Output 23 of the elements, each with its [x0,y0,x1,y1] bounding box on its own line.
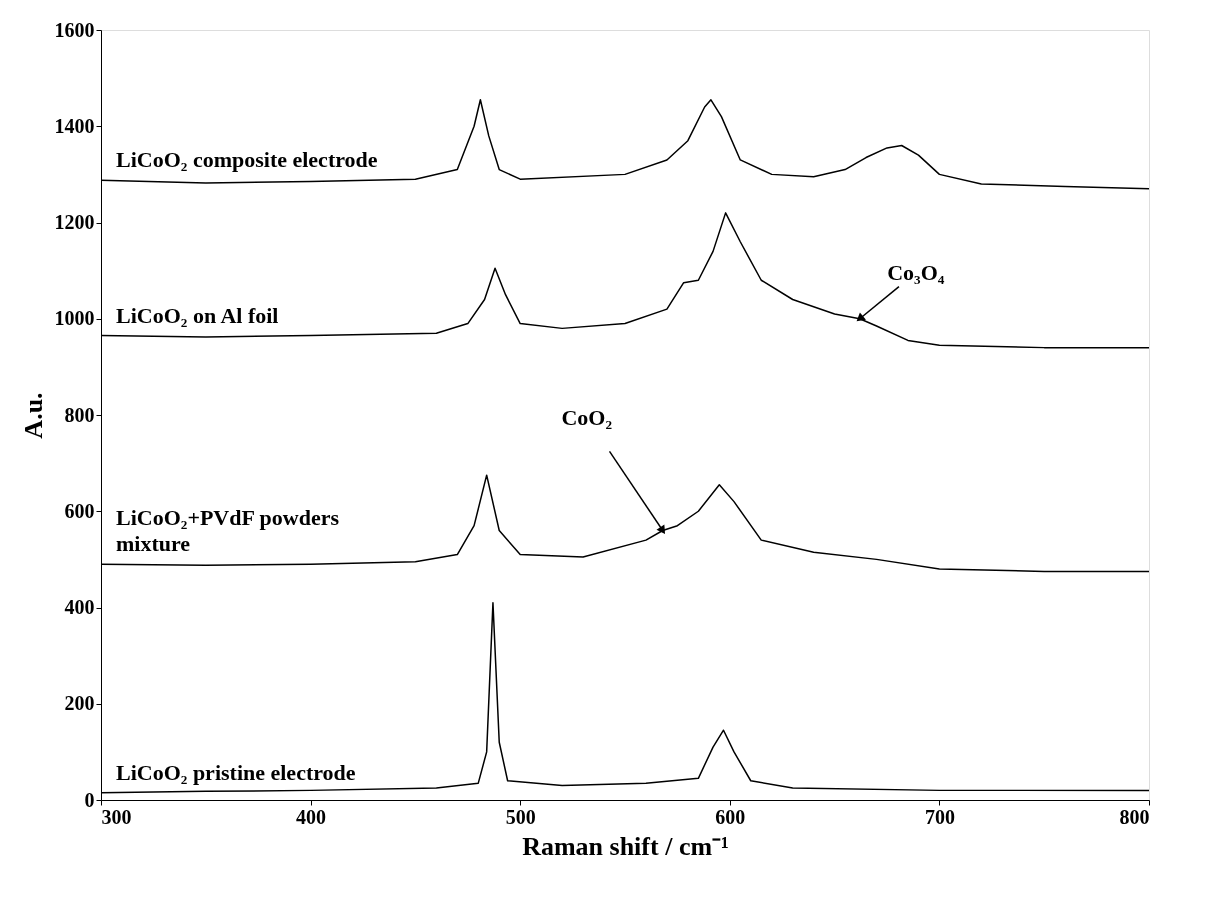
y-tick-label: 1200 [54,211,95,233]
x-axis-title: Raman shift / cm⁻¹ [522,831,729,861]
y-tick-label: 800 [64,403,95,426]
y-tick-label: 1000 [54,307,95,330]
x-tick-label: 400 [296,805,327,828]
y-tick-label: 200 [64,692,95,715]
x-tick-label: 800 [1119,805,1150,828]
x-tick-label: 700 [924,805,955,828]
series-label: LiCoO₂ on Al foil [116,302,279,328]
y-tick-label: 600 [64,499,95,522]
annotation: Co₃O₄ [887,259,945,285]
series-label: LiCoO₂+PVdF powders mixture [116,505,340,557]
y-tick-label: 1400 [54,114,95,137]
y-axis-title: A.u. [18,392,48,439]
x-tick-label: 300 [101,805,132,828]
y-tick-label: 0 [84,788,95,811]
series-label: LiCoO₂ pristine electrode [116,759,356,785]
series-label: LiCoO₂ composite electrode [116,147,378,173]
annotation: CoO₂ [561,404,613,430]
x-tick-label: 600 [715,805,746,828]
y-tick-label: 1600 [54,18,95,41]
y-tick-label: 400 [64,596,95,618]
x-tick-label: 500 [505,805,536,828]
